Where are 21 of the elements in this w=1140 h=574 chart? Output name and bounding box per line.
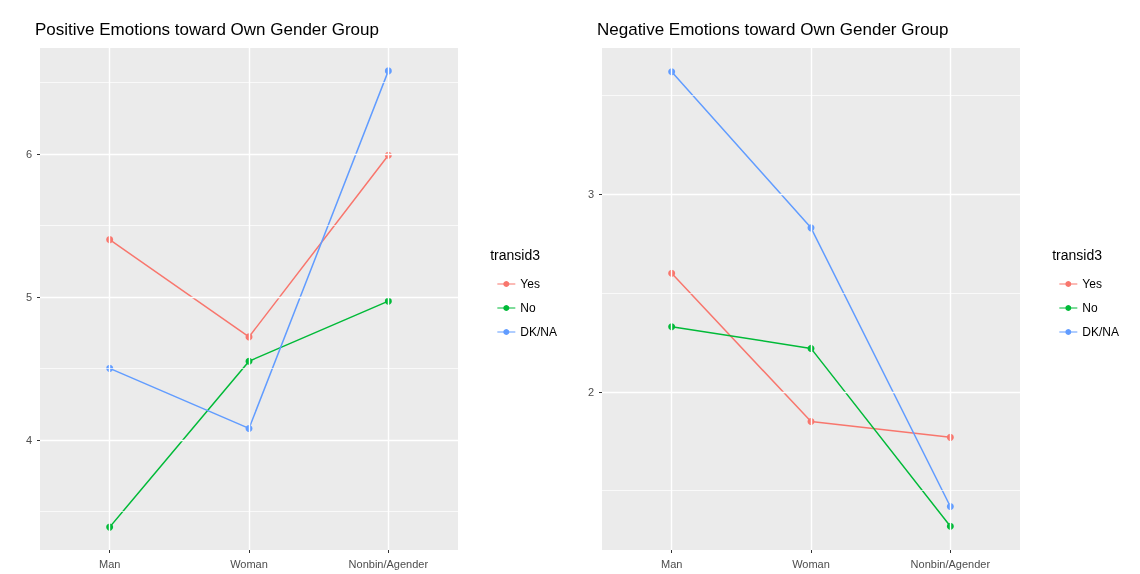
legend-label: Yes [520,277,540,291]
y-tick-label: 2 [587,385,594,398]
y-tick-label: 5 [25,290,32,303]
x-tick-label: Nonbin/Agender [910,557,991,570]
chart-title: Negative Emotions toward Own Gender Group [597,20,949,39]
legend-label: No [1082,301,1098,315]
legend-label: Yes [1082,277,1102,291]
legend-title: transid3 [490,247,541,263]
x-tick-label: Man [98,557,121,570]
legend-label: DK/NA [520,325,558,339]
x-tick-label: Woman [792,557,830,570]
x-tick-label: Man [660,557,683,570]
x-tick-label: Woman [230,557,268,570]
legend-label: No [520,301,536,315]
y-tick-label: 6 [25,147,32,160]
y-tick-label: 3 [587,188,594,201]
legend-title: transid3 [1052,247,1103,263]
legend-label: DK/NA [1082,325,1120,339]
x-tick-label: Nonbin/Agender [348,557,429,570]
y-tick-label: 4 [25,433,32,446]
chart-title: Positive Emotions toward Own Gender Group [35,20,379,39]
